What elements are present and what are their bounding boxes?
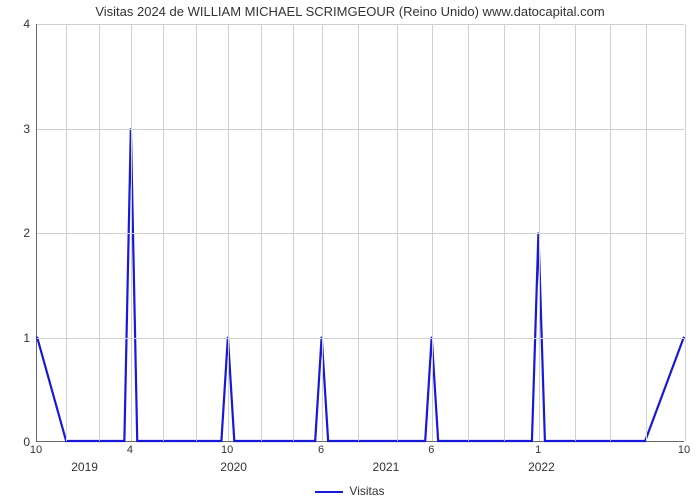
grid-line-vertical <box>131 24 132 441</box>
grid-line-vertical <box>468 24 469 441</box>
grid-line-vertical <box>99 24 100 441</box>
grid-line-vertical <box>575 24 576 441</box>
x-tick-minor-label: 6 <box>428 444 434 456</box>
x-tick-major-label: 2019 <box>71 460 98 474</box>
x-tick-minor-label: 4 <box>127 444 133 456</box>
grid-line-vertical <box>432 24 433 441</box>
grid-line-vertical <box>228 24 229 441</box>
grid-line-vertical <box>358 24 359 441</box>
x-tick-major-label: 2020 <box>220 460 247 474</box>
y-tick-label: 2 <box>0 226 30 240</box>
x-tick-minor-label: 6 <box>318 444 324 456</box>
x-tick-minor-label: 10 <box>221 444 233 456</box>
legend-label: Visitas <box>349 484 384 498</box>
grid-line-horizontal <box>37 129 684 130</box>
grid-line-vertical <box>646 24 647 441</box>
grid-line-vertical <box>261 24 262 441</box>
grid-line-vertical <box>397 24 398 441</box>
y-tick-label: 1 <box>0 331 30 345</box>
grid-line-horizontal <box>37 24 684 25</box>
grid-line-vertical <box>196 24 197 441</box>
legend: Visitas <box>0 484 700 498</box>
grid-line-horizontal <box>37 338 684 339</box>
x-tick-minor-label: 10 <box>30 444 42 456</box>
grid-line-vertical <box>163 24 164 441</box>
legend-swatch <box>315 491 343 493</box>
grid-line-vertical <box>685 24 686 441</box>
x-tick-major-label: 2021 <box>373 460 400 474</box>
y-tick-label: 4 <box>0 17 30 31</box>
x-tick-minor-label: 1 <box>535 444 541 456</box>
grid-line-vertical <box>322 24 323 441</box>
grid-line-vertical <box>293 24 294 441</box>
y-tick-label: 3 <box>0 122 30 136</box>
grid-line-vertical <box>610 24 611 441</box>
x-tick-major-label: 2022 <box>528 460 555 474</box>
y-tick-label: 0 <box>0 435 30 449</box>
grid-line-vertical <box>539 24 540 441</box>
grid-line-vertical <box>504 24 505 441</box>
x-tick-minor-label: 10 <box>678 444 690 456</box>
chart-title: Visitas 2024 de WILLIAM MICHAEL SCRIMGEO… <box>0 4 700 19</box>
grid-line-vertical <box>66 24 67 441</box>
grid-line-horizontal <box>37 233 684 234</box>
plot-area <box>36 24 684 442</box>
